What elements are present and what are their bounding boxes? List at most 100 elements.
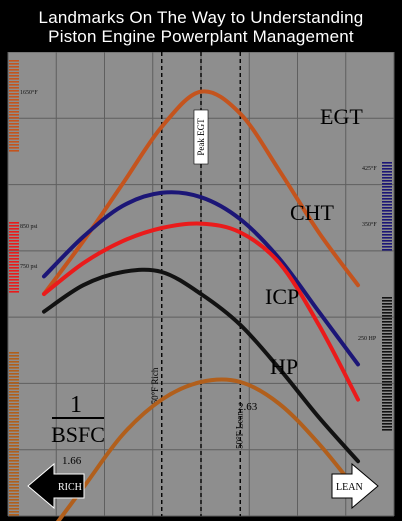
bsfc-gauge-tick (9, 385, 19, 387)
bsfc-gauge-tick (9, 463, 19, 465)
cht-gauge-tick (382, 213, 392, 215)
hp-gauge-tick (382, 312, 392, 314)
icp-gauge-tick (9, 270, 19, 272)
icp-gauge-tick (9, 258, 19, 260)
scale-label-425f: 425°F (362, 165, 377, 172)
series-labels: EGT CHT ICP HP 1 BSFC (51, 104, 363, 447)
egt-gauge-tick (9, 135, 19, 137)
egt-gauge-tick (9, 144, 19, 146)
cht-gauge-tick (382, 183, 392, 185)
icp-gauge-tick (9, 261, 19, 263)
bsfc-gauge-tick (9, 379, 19, 381)
bsfc-gauge-tick (9, 460, 19, 462)
cht-gauge-tick (382, 231, 392, 233)
bsfc-gauge-tick (9, 490, 19, 492)
hp-gauge-tick (382, 321, 392, 323)
icp-gauge-tick (9, 243, 19, 245)
bsfc-gauge-tick (9, 355, 19, 357)
icp-gauge-tick (9, 234, 19, 236)
label-egt: EGT (320, 104, 363, 129)
hp-gauge-tick (382, 420, 392, 422)
scale-label-350f: 350°F (362, 221, 377, 228)
engine-chart: 50°F Rich Peak EGT 50°F Lean EGT CHT ICP H… (7, 52, 395, 521)
egt-gauge-tick (9, 105, 19, 107)
cht-gauge-tick (382, 168, 392, 170)
bsfc-gauge-tick (9, 448, 19, 450)
icp-gauge-tick (9, 273, 19, 275)
bsfc-gauge-tick (9, 487, 19, 489)
marker-label: 50°F Lean (234, 411, 244, 449)
bsfc-gauge-tick (9, 391, 19, 393)
bsfc-gauge-tick (9, 394, 19, 396)
egt-gauge-tick (9, 126, 19, 128)
cht-gauge-tick (382, 189, 392, 191)
bsfc-gauge-tick (9, 364, 19, 366)
hp-gauge-tick (382, 426, 392, 428)
hp-gauge-tick (382, 348, 392, 350)
bsfc-gauge-tick (9, 406, 19, 408)
bsfc-gauge-tick (9, 388, 19, 390)
chart-title-line-2: Piston Engine Powerplant Management (48, 27, 354, 46)
icp-gauge-tick (9, 255, 19, 257)
peak-egt-label-box (193, 109, 209, 165)
icp-gauge-tick (9, 285, 19, 287)
cht-gauge-tick (382, 207, 392, 209)
hp-gauge-tick (382, 360, 392, 362)
egt-gauge-tick (9, 111, 19, 113)
icp-gauge-tick (9, 240, 19, 242)
hp-gauge-tick (382, 333, 392, 335)
icp-gauge-tick (9, 231, 19, 233)
bsfc-gauge-tick (9, 397, 19, 399)
hp-gauge-tick (382, 399, 392, 401)
cht-gauge-tick (382, 204, 392, 206)
label-icp: ICP (265, 284, 299, 309)
hp-gauge-tick (382, 363, 392, 365)
bsfc-gauge-tick (9, 361, 19, 363)
hp-gauge-tick (382, 384, 392, 386)
egt-gauge-tick (9, 129, 19, 131)
scale-label-1650f: 1650°F (20, 89, 38, 96)
bsfc-gauge-tick (9, 373, 19, 375)
hp-gauge-tick (382, 429, 392, 431)
icp-gauge-tick (9, 237, 19, 239)
lean-arrow (331, 462, 379, 510)
hp-gauge-tick (382, 381, 392, 383)
bsfc-gauge-tick (9, 451, 19, 453)
hp-gauge-tick (382, 408, 392, 410)
egt-gauge-tick (9, 138, 19, 140)
egt-gauge-tick (9, 114, 19, 116)
icp-gauge-tick (9, 288, 19, 290)
bsfc-gauge-tick (9, 466, 19, 468)
egt-gauge-tick (9, 90, 19, 92)
bsfc-gauge-tick (9, 415, 19, 417)
hp-gauge-tick (382, 375, 392, 377)
hp-gauge-tick (382, 318, 392, 320)
cht-gauge-tick (382, 228, 392, 230)
hp-gauge-tick (382, 309, 392, 311)
icp-gauge-tick (9, 249, 19, 251)
hp-gauge-tick (382, 339, 392, 341)
egt-gauge-tick (9, 93, 19, 95)
icp-gauge-tick (9, 246, 19, 248)
egt-gauge-tick (9, 132, 19, 134)
chart-header: Landmarks On The Way to Understanding Pi… (0, 0, 402, 52)
bsfc-gauge-tick (9, 352, 19, 354)
bsfc-gauge-tick (9, 496, 19, 498)
cht-gauge-tick (382, 216, 392, 218)
bsfc-gauge-tick (9, 454, 19, 456)
cht-gauge-tick (382, 195, 392, 197)
egt-gauge-tick (9, 102, 19, 104)
cht-gauge-tick (382, 249, 392, 251)
bsfc-gauge-tick (9, 457, 19, 459)
egt-gauge-tick (9, 78, 19, 80)
annotation-2-63: 2.63 (238, 401, 258, 413)
bsfc-gauge-tick (9, 421, 19, 423)
bsfc-gauge-tick (9, 424, 19, 426)
cht-gauge-tick (382, 222, 392, 224)
hp-gauge-tick (382, 342, 392, 344)
cht-gauge-tick (382, 177, 392, 179)
bsfc-gauge-tick (9, 433, 19, 435)
egt-gauge-tick (9, 120, 19, 122)
bsfc-gauge-tick (9, 439, 19, 441)
